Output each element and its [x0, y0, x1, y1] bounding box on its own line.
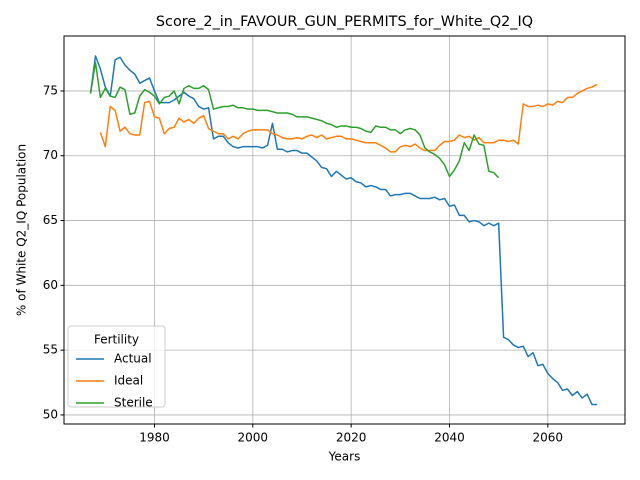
x-tick-label: 2060	[533, 431, 564, 445]
legend-label: Ideal	[114, 374, 143, 388]
x-tick-label: 1980	[139, 431, 170, 445]
x-tick-label: 2000	[238, 431, 269, 445]
legend-title: Fertility	[94, 333, 139, 347]
y-tick-label: 50	[43, 407, 58, 421]
y-tick-label: 75	[43, 83, 58, 97]
line-series	[99, 83, 598, 153]
legend: Fertility Actual Ideal Sterile	[67, 325, 166, 410]
axes: 1980 2000 2020 2040 2060 50 55 60 65 70 75	[43, 83, 563, 444]
y-tick-label: 65	[43, 213, 58, 227]
y-tick-label: 60	[43, 278, 58, 292]
y-tick-label: 70	[43, 148, 58, 162]
y-tick-label: 55	[43, 343, 58, 357]
plot-lines	[89, 55, 598, 406]
legend-box	[67, 325, 166, 408]
legend-label: Actual	[114, 352, 152, 366]
legend-label: Sterile	[114, 396, 153, 410]
y-axis-label: % of White Q2_IQ Population	[15, 144, 29, 316]
plot-frame	[63, 35, 626, 425]
line-series	[89, 55, 597, 406]
line-series	[89, 61, 500, 179]
x-tick-label: 2040	[434, 431, 465, 445]
chart-title: Score_2_in_FAVOUR_GUN_PERMITS_for_White_…	[156, 14, 533, 30]
x-tick-label: 2020	[336, 431, 367, 445]
x-axis-label: Years	[328, 450, 361, 464]
